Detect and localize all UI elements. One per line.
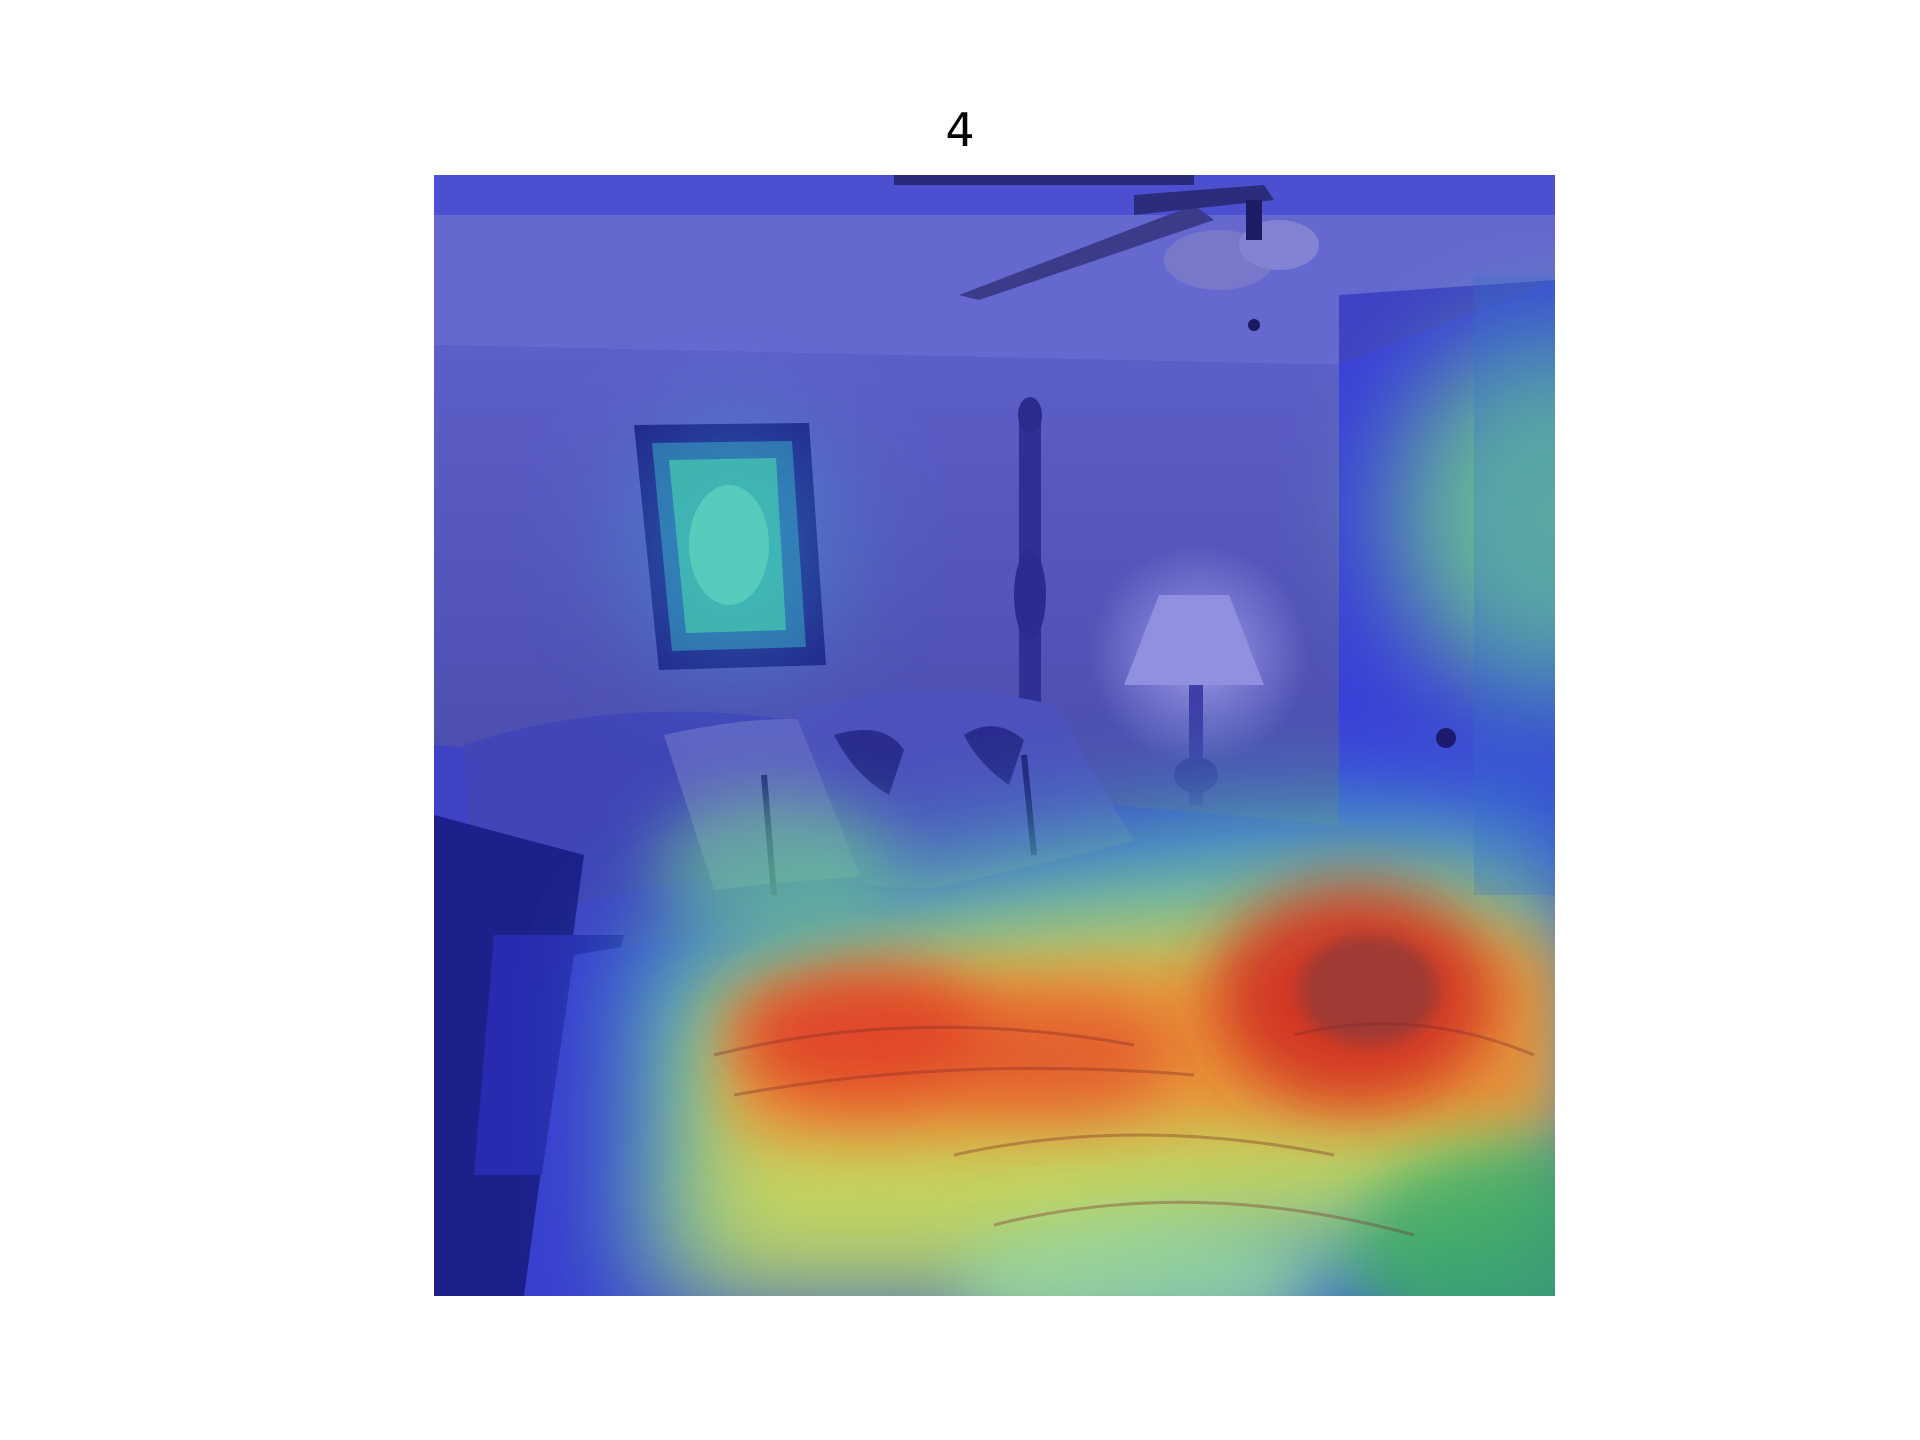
lamp: [1089, 545, 1309, 805]
bedroom-heatmap-svg: [434, 175, 1555, 1296]
wall-outlet: [1436, 728, 1456, 748]
comforter-folds: [713, 1022, 1535, 1237]
heatmap-image: [434, 175, 1555, 1296]
figure-title: 4: [945, 103, 975, 157]
bedpost: [1014, 397, 1046, 740]
ceiling-fan: [894, 175, 1319, 331]
heatmap-overlay: [624, 275, 1555, 1296]
